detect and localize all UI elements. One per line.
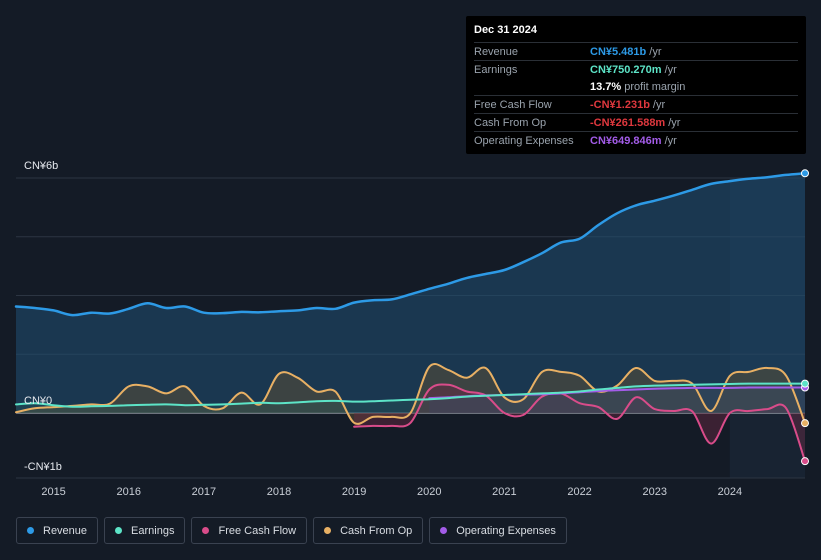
legend-dot-icon [202,527,210,534]
tooltip-label: Cash From Op [474,116,547,129]
x-tick-label: 2018 [267,486,291,498]
tooltip-label: Free Cash Flow [474,98,552,111]
cash-from-op-endpoint [801,419,809,428]
cash-from-op-line [15,362,806,425]
tooltip-unit: /yr [664,134,677,147]
tooltip-label: Operating Expenses [474,134,574,147]
free-cash-flow-line [353,383,806,463]
tooltip-value: -CN¥1.231b [590,98,650,111]
tooltip-unit: /yr [649,45,662,58]
tooltip-value: CN¥750.270m [590,63,662,76]
legend-dot-icon [27,527,34,534]
legend: Revenue Earnings Free Cash Flow Cash Fro… [16,517,567,544]
x-tick-label: 2024 [718,486,742,498]
x-tick-label: 2017 [192,486,216,498]
free-cash-flow-endpoint [801,457,809,466]
tooltip-unit: profit margin [624,80,686,93]
tooltip-row-margin: 13.7% profit margin [474,78,798,95]
tooltip-value: CN¥649.846m [590,134,662,147]
earnings-line [15,382,806,408]
series-endpoints [801,169,809,466]
tooltip-row-earnings: Earnings CN¥750.270m /yr [474,60,798,78]
tooltip-value: -CN¥261.588m [590,116,666,129]
legend-item-free-cash-flow[interactable]: Free Cash Flow [191,517,308,544]
legend-label: Operating Expenses [456,524,556,537]
legend-label: Revenue [43,524,88,537]
legend-item-operating-expenses[interactable]: Operating Expenses [429,517,567,544]
revenue-area [16,173,805,413]
legend-item-earnings[interactable]: Earnings [104,517,186,544]
x-tick-label: 2015 [41,486,65,498]
revenue-endpoint [801,169,809,178]
tooltip-row-free-cash-flow: Free Cash Flow -CN¥1.231b /yr [474,95,798,113]
revenue-line [14,172,807,317]
legend-dot-icon [115,527,123,534]
tooltip: Dec 31 2024 Revenue CN¥5.481b /yr Earnin… [466,16,806,154]
legend-item-revenue[interactable]: Revenue [16,517,99,544]
legend-dot-icon [440,527,448,534]
free-cash-flow-area [354,384,805,462]
y-tick-label: CN¥0 [24,395,52,407]
tooltip-row-operating-expenses: Operating Expenses CN¥649.846m /yr [474,131,798,149]
legend-label: Earnings [131,524,175,537]
x-tick-label: 2016 [116,486,140,498]
operating-expenses-area [429,387,805,413]
x-tick-label: 2022 [567,486,591,498]
x-tick-label: 2023 [642,486,666,498]
tooltip-date: Dec 31 2024 [474,24,537,36]
series-lines [14,172,807,463]
x-axis: 2015 2016 2017 2018 2019 2020 2021 2022 2023 2024 [41,486,742,498]
tooltip-row-cash-from-op: Cash From Op -CN¥261.588m /yr [474,113,798,131]
legend-label: Cash From Op [340,524,413,537]
tooltip-row-revenue: Revenue CN¥5.481b /yr [474,42,798,60]
y-tick-label: CN¥6b [24,160,58,172]
tooltip-value: CN¥5.481b [590,45,647,58]
tooltip-unit: /yr [664,63,677,76]
series-areas [16,173,805,462]
x-tick-label: 2019 [342,486,366,498]
tooltip-unit: /yr [668,116,681,129]
y-axis: CN¥6b CN¥0 -CN¥1b [24,160,62,473]
cash-from-op-area [16,363,805,424]
y-tick-label: -CN¥1b [24,461,62,473]
tooltip-unit: /yr [652,98,666,111]
tooltip-value: 13.7% [590,80,622,93]
x-tick-label: 2021 [492,486,516,498]
tooltip-label: Revenue [474,45,519,58]
x-tick-label: 2020 [417,486,441,498]
earnings-endpoint [801,379,809,388]
legend-dot-icon [324,527,332,534]
legend-label: Free Cash Flow [218,524,297,537]
tooltip-label: Earnings [474,63,518,76]
legend-item-cash-from-op[interactable]: Cash From Op [313,517,424,544]
